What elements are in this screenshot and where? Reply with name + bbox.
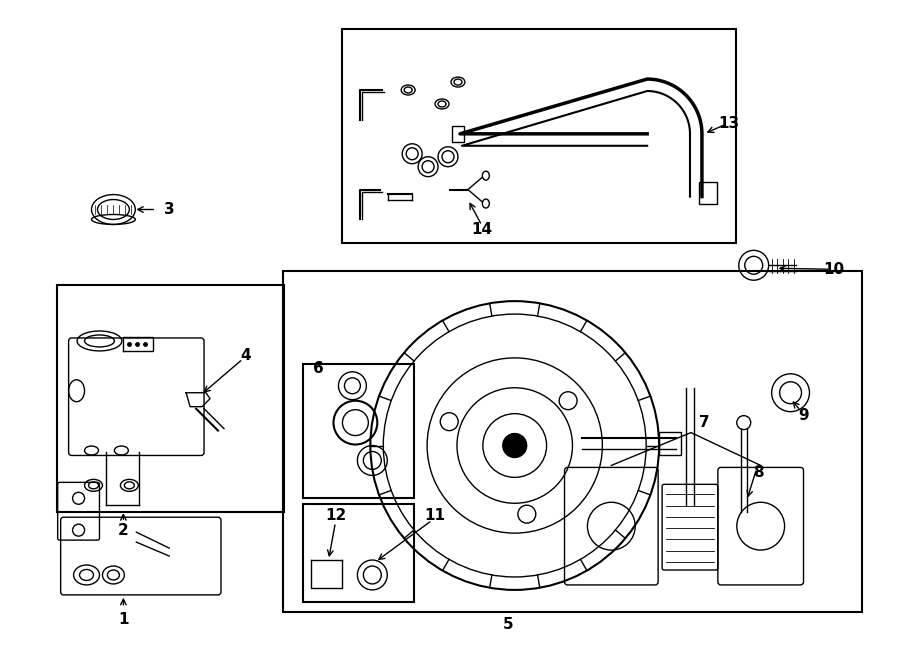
- Text: 2: 2: [118, 523, 129, 537]
- Bar: [659, 432, 681, 455]
- Bar: [283, 271, 862, 612]
- Bar: [343, 29, 736, 243]
- Text: 12: 12: [325, 508, 346, 523]
- Text: 13: 13: [718, 116, 740, 132]
- Text: 8: 8: [753, 465, 764, 480]
- Bar: [302, 364, 414, 498]
- Text: 4: 4: [240, 348, 251, 364]
- Text: 1: 1: [118, 612, 129, 627]
- Text: 11: 11: [425, 508, 446, 523]
- Text: 14: 14: [472, 222, 492, 237]
- Bar: [57, 285, 284, 512]
- Text: 9: 9: [798, 408, 809, 423]
- Text: 10: 10: [823, 262, 844, 277]
- Text: 6: 6: [313, 362, 324, 376]
- Text: 5: 5: [502, 617, 513, 633]
- Text: 3: 3: [164, 202, 175, 217]
- Bar: [302, 504, 414, 602]
- Bar: [452, 126, 464, 142]
- Text: 7: 7: [698, 415, 709, 430]
- Circle shape: [503, 434, 526, 457]
- Bar: [699, 182, 717, 204]
